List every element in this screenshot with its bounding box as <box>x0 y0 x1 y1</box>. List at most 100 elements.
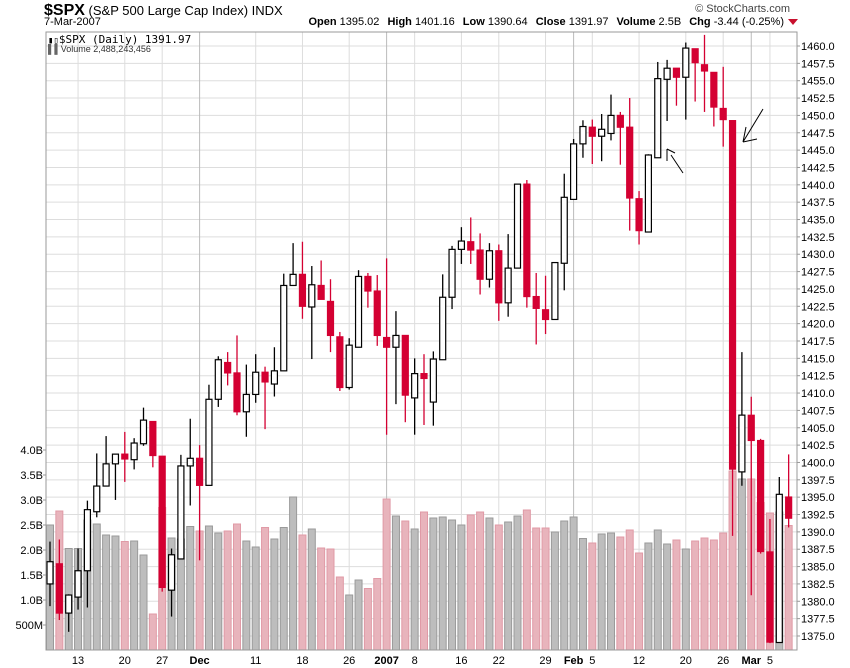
candlestick <box>177 454 185 560</box>
candlestick <box>65 594 73 632</box>
candle-body <box>700 64 709 72</box>
x-tick-label: 5 <box>767 655 773 667</box>
volume-bar <box>569 516 578 651</box>
candlestick <box>252 354 260 403</box>
candlestick <box>270 347 278 397</box>
candle-body <box>728 120 737 470</box>
candle-body <box>523 183 531 298</box>
volume-tick-label: 4.0B <box>20 445 43 457</box>
volume-tick-label: 1.5B <box>20 570 43 582</box>
candle-body <box>158 455 166 588</box>
candlestick <box>541 275 550 335</box>
price-tick-label: 1460.0 <box>801 41 835 53</box>
candle-body <box>130 442 138 461</box>
candle-body <box>177 465 185 560</box>
candle-body <box>598 128 606 137</box>
annotation-arrow-left <box>666 148 684 174</box>
quote-summary: Open 1395.02 High 1401.16 Low 1390.64 Cl… <box>303 16 798 28</box>
volume-bar <box>111 535 120 651</box>
price-tick-label: 1455.0 <box>801 76 835 88</box>
candlestick <box>420 354 428 425</box>
x-tick-label: 16 <box>455 655 467 667</box>
price-tick-label: 1430.0 <box>801 249 835 261</box>
candle-body <box>102 463 110 487</box>
price-tick-label: 1380.0 <box>801 596 835 608</box>
candle-body <box>457 240 465 250</box>
volume-bar <box>382 498 391 651</box>
candlestick <box>476 233 484 295</box>
candlestick <box>728 120 737 536</box>
index-name: (S&P 500 Large Cap Index) <box>88 3 249 18</box>
candlestick <box>551 261 559 321</box>
candlestick <box>495 244 503 321</box>
price-tick-label: 1390.0 <box>801 527 835 539</box>
candlestick <box>317 260 325 300</box>
candle-body <box>738 414 746 473</box>
volume-bar <box>420 511 428 651</box>
exchange: INDX <box>251 3 283 18</box>
candlestick <box>83 500 92 608</box>
price-tick-label: 1445.0 <box>801 145 835 157</box>
volume-bars <box>46 470 793 651</box>
open-value: 1395.02 <box>339 16 380 28</box>
volume-bar <box>597 533 606 651</box>
candle-body <box>205 398 213 486</box>
chart-title: $SPX (S&P 500 Large Cap Index) INDX <box>44 2 283 20</box>
volume-bar <box>691 540 700 651</box>
price-tick-label: 1405.0 <box>801 423 835 435</box>
candlestick <box>411 358 419 435</box>
volume-bar <box>485 517 494 651</box>
candlestick <box>523 179 531 308</box>
candlestick <box>214 356 222 407</box>
down-triangle-icon <box>788 19 798 26</box>
price-tick-label: 1457.5 <box>801 58 835 70</box>
candle-body <box>401 334 409 396</box>
volume-bar <box>410 528 419 651</box>
candle-body <box>289 273 297 287</box>
price-tick-label: 1435.0 <box>801 215 835 227</box>
x-tick-label: 8 <box>412 655 418 667</box>
price-legend: ▮▯$SPX (Daily) 1391.97 <box>48 33 191 46</box>
high-label: High <box>387 16 412 28</box>
x-tick-label: Mar <box>741 655 761 667</box>
x-tick-label: 13 <box>72 655 84 667</box>
volume-tick-label: 2.5B <box>20 520 43 532</box>
x-tick-label: Dec <box>190 655 210 667</box>
candle-body <box>196 457 204 486</box>
candlestick <box>345 338 353 390</box>
stockcharts-credit: © StockCharts.com <box>695 3 790 15</box>
volume-value: 2.5B <box>658 16 682 28</box>
candle-body <box>513 183 522 269</box>
high-value: 1401.16 <box>414 16 455 28</box>
candlestick <box>710 71 718 127</box>
volume-bar <box>289 496 298 651</box>
volume-bar <box>317 547 326 651</box>
volume-tick-label: 2.0B <box>20 545 43 557</box>
candlestick <box>205 384 213 486</box>
candle-body <box>383 336 391 348</box>
x-tick-label: 5 <box>589 655 595 667</box>
volume-bar <box>92 523 101 651</box>
candle-body <box>270 370 278 385</box>
volume-bar <box>233 523 241 651</box>
volume-bar <box>298 534 307 651</box>
low-label: Low <box>462 16 485 28</box>
price-tick-label: 1415.0 <box>801 353 835 365</box>
candle-body <box>121 453 129 460</box>
candlestick <box>102 436 110 487</box>
volume-bar <box>700 537 709 651</box>
volume-bar <box>457 524 466 651</box>
candlestick <box>560 173 568 291</box>
candle-body <box>149 420 157 457</box>
volume-bar <box>635 552 644 651</box>
volume-bar <box>120 541 129 651</box>
volume-label: Volume <box>616 16 656 28</box>
volume-bar <box>307 528 316 651</box>
candle-body <box>579 125 587 145</box>
volume-bar <box>607 532 615 651</box>
price-tick-label: 1440.0 <box>801 180 835 192</box>
candle-body <box>710 71 718 108</box>
chart-date: 7-Mar-2007 <box>44 16 101 28</box>
price-tick-label: 1437.5 <box>801 197 835 209</box>
price-tick-label: 1417.5 <box>801 336 835 348</box>
